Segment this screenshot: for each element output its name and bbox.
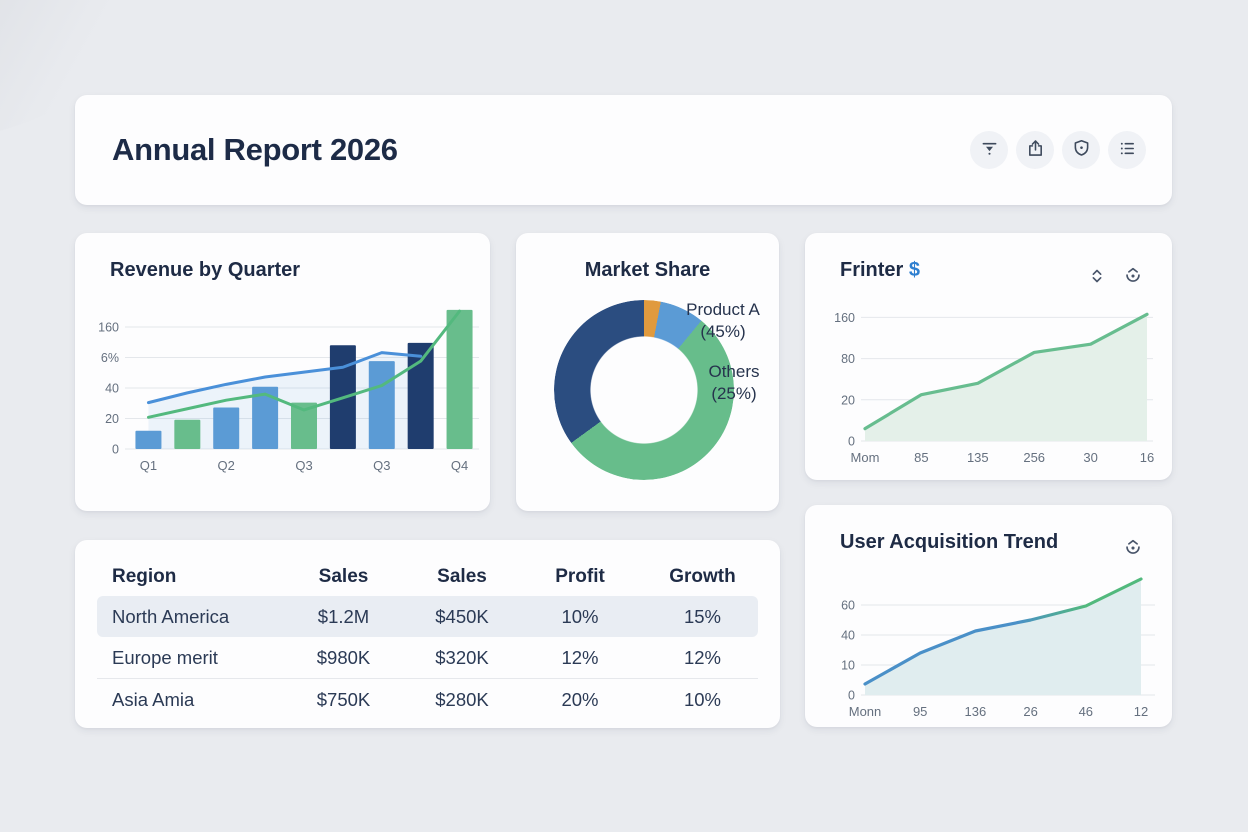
user-acquisition-area-chart: 0 10 40 60 Monn 95 136 26 46 12: [841, 577, 1155, 719]
svg-text:46: 46: [1079, 704, 1093, 719]
svg-text:30: 30: [1083, 450, 1097, 465]
revenue-bar-line-chart: 0 20 40 6% 160 Q1 Q2 Q3 Q3 Q4: [98, 309, 479, 473]
table-row[interactable]: Asia Amia $750K $280K 20% 10%: [97, 678, 758, 720]
svg-text:12: 12: [1134, 704, 1148, 719]
svg-text:20: 20: [841, 393, 855, 407]
ua-card-actions: [1122, 537, 1144, 559]
svg-text:135: 135: [967, 450, 989, 465]
svg-text:95: 95: [913, 704, 927, 719]
header-actions: [970, 131, 1146, 169]
svg-text:80: 80: [841, 352, 855, 366]
revenue-by-quarter-card: Revenue by Quarter 0 20 40 6% 160 Q1 Q2 Q3 Q3 Q4: [75, 233, 490, 511]
svg-text:Q2: Q2: [218, 458, 235, 473]
frinter-area-chart: 0 20 80 160 Mom 85 135 256 30 16: [834, 311, 1154, 465]
shield-icon: [1071, 138, 1092, 162]
user-acquisition-title: User Acquisition Trend: [840, 531, 1059, 553]
svg-text:20: 20: [105, 412, 119, 426]
target-icon: [1122, 267, 1144, 290]
svg-text:26: 26: [1023, 704, 1037, 719]
svg-text:136: 136: [965, 704, 987, 719]
list-icon: [1117, 138, 1138, 162]
donut-label-others: Others (25%): [708, 362, 760, 403]
frinter-card-actions: [1086, 265, 1144, 287]
market-share-card: Market Share Product A (45%) Others (25%…: [516, 233, 779, 511]
target-button[interactable]: [1122, 265, 1144, 287]
share-icon: [1025, 138, 1046, 162]
market-share-donut-chart: [554, 300, 734, 480]
sort-button[interactable]: [1086, 265, 1108, 287]
header-card: Annual Report 2026: [75, 95, 1172, 205]
svg-text:0: 0: [848, 689, 855, 703]
market-share-title: Market Share: [584, 259, 711, 281]
dollar-suffix: $: [908, 259, 921, 281]
svg-text:Q4: Q4: [451, 458, 468, 473]
svg-text:Mom: Mom: [851, 450, 880, 465]
security-button[interactable]: [1062, 131, 1100, 169]
list-button[interactable]: [1108, 131, 1146, 169]
svg-text:160: 160: [98, 321, 119, 335]
donut-label-product-a: Product A (45%): [686, 300, 760, 341]
table-header-row: Region Sales Sales Profit Growth: [112, 566, 736, 587]
svg-text:Q3: Q3: [295, 458, 312, 473]
svg-text:6%: 6%: [101, 351, 119, 365]
svg-text:Monn: Monn: [849, 704, 882, 719]
target-button[interactable]: [1122, 537, 1144, 559]
svg-text:Q3: Q3: [373, 458, 390, 473]
user-acquisition-card: User Acquisition Trend 0 10 40 60 Monn 95 136 2…: [805, 505, 1172, 727]
region-table-card: Region Sales Sales Profit Growth North A…: [75, 540, 780, 728]
svg-text:40: 40: [105, 382, 119, 396]
svg-text:16: 16: [1140, 450, 1154, 465]
table-row[interactable]: North America $1.2M $450K 10% 15%: [97, 596, 758, 637]
svg-text:0: 0: [848, 435, 855, 449]
target-icon: [1122, 539, 1144, 562]
region-table: Region Sales Sales Profit Growth North A…: [97, 558, 758, 720]
revenue-chart-title: Revenue by Quarter: [110, 259, 301, 281]
svg-text:0: 0: [112, 443, 119, 457]
table-row[interactable]: Europe merit $980K $320K 12% 12%: [112, 646, 722, 668]
page-title: Annual Report 2026: [112, 132, 398, 167]
frinter-card: Frinter $ 0 20 80 160 Mom 85 135 256 30 16: [805, 233, 1172, 480]
share-button[interactable]: [1016, 131, 1054, 169]
svg-text:10: 10: [841, 659, 855, 673]
frinter-title: Frinter $: [840, 259, 921, 281]
filter-icon: [979, 138, 1000, 162]
svg-text:85: 85: [914, 450, 928, 465]
sort-icon: [1086, 269, 1108, 290]
svg-text:Q1: Q1: [140, 458, 157, 473]
svg-text:60: 60: [841, 599, 855, 613]
svg-text:160: 160: [834, 311, 855, 325]
filter-button[interactable]: [970, 131, 1008, 169]
svg-text:256: 256: [1023, 450, 1045, 465]
svg-text:40: 40: [841, 629, 855, 643]
